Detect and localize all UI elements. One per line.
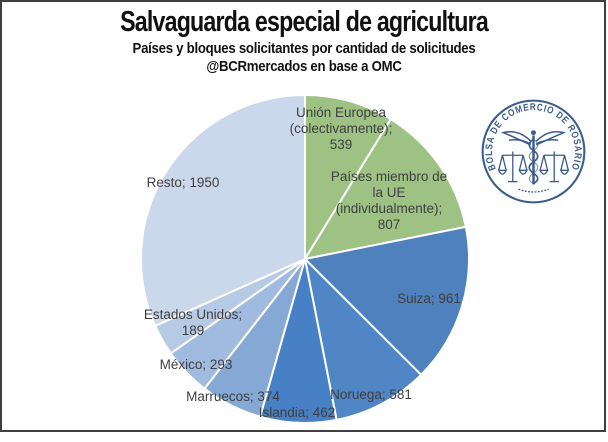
pie-slice-suiza [304, 225, 470, 376]
seal-outer-ring [481, 99, 586, 204]
pie-slice-noruega [304, 258, 423, 421]
caduceus-icon [528, 130, 539, 185]
chart-source: @BCRmercados en base a OMC [206, 58, 402, 75]
chart-subtitle: Países y bloques solicitantes por cantid… [132, 40, 476, 57]
chart-title: Salvaguarda especial de agricultura [120, 6, 489, 38]
pie-slice-paises-miembro-ue-individualmente [304, 118, 467, 260]
bcr-seal-logo: BOLSA DE COMERCIO DE ROSARIO [481, 99, 586, 204]
pie-slice-resto [140, 94, 306, 327]
pie-slice-union-europea-colectivamente [304, 94, 392, 260]
chart-header: Salvaguarda especial de agricultura País… [0, 6, 608, 75]
wings-icon [500, 131, 567, 146]
left-scale-icon [497, 151, 528, 183]
right-scale-icon [539, 151, 570, 183]
seal-motto-decoration [518, 188, 549, 193]
